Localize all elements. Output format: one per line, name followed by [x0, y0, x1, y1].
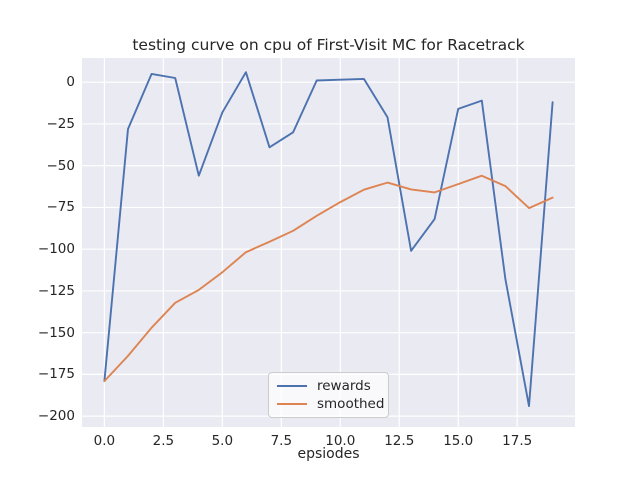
legend-label: smoothed [317, 396, 385, 412]
y-tick-label: −150 [37, 324, 75, 341]
chart-title: testing curve on cpu of First-Visit MC f… [132, 36, 525, 54]
y-tick-label: −175 [37, 366, 75, 383]
x-tick-label: 5.0 [211, 433, 234, 449]
y-tick-label: −200 [37, 408, 75, 425]
y-tick-label: −100 [37, 241, 75, 258]
x-tick-label: 15.0 [443, 433, 474, 449]
y-tick-label: −75 [46, 199, 76, 216]
legend-line-sample [277, 403, 307, 405]
y-tick-label: −50 [46, 157, 76, 174]
x-tick-label: 7.5 [270, 433, 293, 449]
x-tick-label: 12.5 [384, 433, 415, 449]
series-line-rewards [103, 71, 554, 408]
legend-line-sample [277, 385, 307, 387]
chart-canvas [82, 58, 575, 427]
y-tick-label: −25 [46, 115, 76, 132]
y-tick-label: −125 [37, 282, 75, 299]
x-tick-label: 10.0 [325, 433, 356, 449]
x-tick-label: 2.5 [152, 433, 175, 449]
x-tick-label: 17.5 [502, 433, 533, 449]
x-axis-label: epsiodes [297, 446, 360, 462]
series-line-smoothed [103, 174, 554, 383]
x-tick-label: 0.0 [93, 433, 116, 449]
legend-item-rewards: rewards [277, 377, 380, 395]
legend-label: rewards [317, 378, 371, 394]
legend: rewards smoothed [268, 372, 389, 418]
legend-item-smoothed: smoothed [277, 395, 384, 413]
plot-area [82, 58, 575, 427]
y-tick-label: 0 [66, 74, 75, 91]
